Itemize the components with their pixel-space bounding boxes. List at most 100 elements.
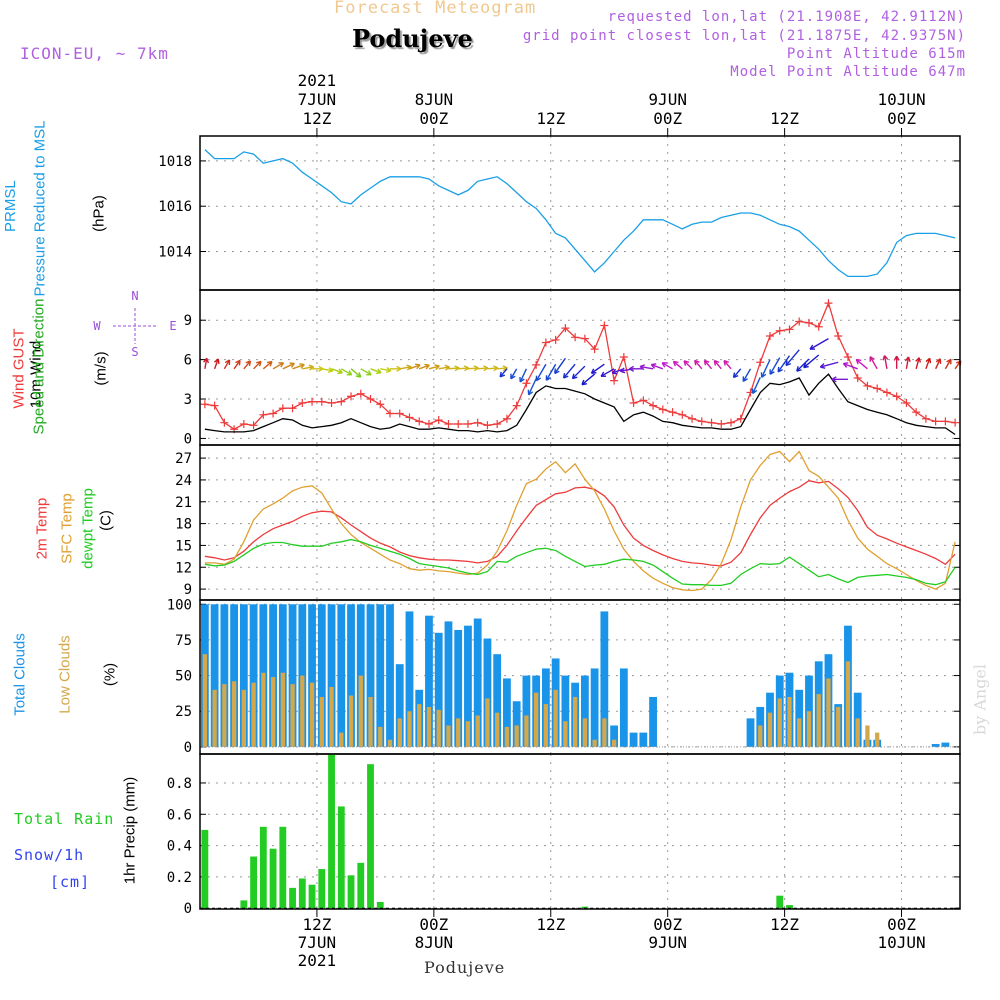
wind-arrow-head <box>760 372 767 378</box>
wind-arrow-head <box>915 357 921 363</box>
wind-arrow <box>855 358 868 370</box>
wind-arrow <box>796 358 810 372</box>
gust-marker <box>454 419 463 428</box>
rain-bar <box>581 906 589 909</box>
top-time-label: 12Z <box>770 109 799 128</box>
rain-bar <box>289 887 296 909</box>
temperature-series-2 <box>204 538 956 587</box>
rain-bar <box>367 764 374 909</box>
ytick-label: 18 <box>175 517 192 533</box>
bottom-time-label: 12Z <box>770 915 799 934</box>
ytick-label: 1014 <box>158 245 192 261</box>
wind-arrow-head <box>831 376 837 383</box>
gust-marker <box>551 335 560 344</box>
wind-arrow <box>497 367 508 370</box>
total-cloud-bar <box>746 718 755 747</box>
wind-arrow <box>409 364 421 370</box>
wind-arrow <box>510 368 518 380</box>
total-cloud-bar <box>288 604 297 747</box>
bottom-time-label: 8JUN <box>415 933 454 952</box>
wind-arrow <box>673 360 683 370</box>
wind-arrow <box>487 367 498 370</box>
wind-arrow-head <box>571 373 578 380</box>
total-cloud-bar <box>503 678 511 747</box>
rain-bar <box>318 869 326 909</box>
ytick-label: 21 <box>175 495 192 511</box>
top-time-label: 9JUN <box>648 90 687 109</box>
wind-arrow-head <box>683 360 690 366</box>
temperature-series-0 <box>204 480 956 567</box>
gust-marker <box>386 409 394 418</box>
low-cloud-bar <box>436 709 441 747</box>
low-cloud-bar <box>534 692 539 747</box>
wind-gust-label: Wind GUST <box>10 328 28 409</box>
gust-marker <box>902 398 911 407</box>
gust-marker <box>649 401 658 410</box>
gust-marker <box>415 417 424 426</box>
gust-marker <box>249 421 258 430</box>
wind-arrow-head <box>415 363 421 370</box>
low-cloud-bar <box>378 726 383 747</box>
total-cloud-bar <box>376 604 385 747</box>
wind-arrow <box>380 368 391 372</box>
wind-arrow <box>438 366 450 370</box>
total-cloud-bar <box>239 604 248 747</box>
total-cloud-bar <box>639 732 648 747</box>
bottom-time-label: 2021 <box>298 951 337 970</box>
precip-unit: 1hr Precip (mm) <box>121 776 139 885</box>
low-cloud-bar <box>348 695 354 747</box>
rain-bar <box>259 826 267 909</box>
panel-wind: 0 3 6 9 <box>184 289 962 447</box>
gust-marker <box>288 404 297 413</box>
gust-marker <box>697 417 706 426</box>
gust-marker <box>317 397 326 406</box>
wind-arrow <box>915 357 920 369</box>
low-cloud-bar <box>553 689 558 747</box>
wind-arrow <box>769 357 781 375</box>
ytick-label: 1018 <box>158 154 192 170</box>
gust-marker <box>278 404 287 413</box>
wind-arrow <box>204 358 208 369</box>
low-cloud-bar <box>485 698 490 747</box>
rain-bar <box>347 875 355 909</box>
wind-arrow <box>752 377 761 394</box>
low-cloud-bar <box>202 654 208 747</box>
pressure-series-0 <box>204 149 956 278</box>
snow-unit-label: [cm] <box>50 873 91 891</box>
top-time-label: 12Z <box>302 109 331 128</box>
wind-arrow-head <box>628 365 635 372</box>
low-cloud-bar <box>797 718 802 747</box>
wind-arrow <box>809 337 829 350</box>
low-cloud-bar <box>212 689 217 747</box>
wind-arrow <box>321 368 333 372</box>
wind-arrow <box>223 359 231 370</box>
wind-series-1 <box>204 373 956 436</box>
ytick-label: 24 <box>175 473 192 489</box>
wind-arrow <box>418 364 430 370</box>
wind-arrow-head <box>299 363 305 369</box>
wind-arrow-head <box>935 358 942 364</box>
bottom-time-label: 12Z <box>302 915 331 934</box>
wind-arrow-head <box>742 376 748 382</box>
wind-arrow <box>399 366 412 370</box>
low-cloud-bar <box>465 721 471 747</box>
wind-arrow-head <box>650 363 657 369</box>
low-cloud-bar <box>231 681 237 747</box>
low-cloud-bar <box>758 725 763 747</box>
total-cloud-bar <box>473 618 482 747</box>
wind-arrow <box>703 359 713 370</box>
wind-arrow-head <box>611 368 618 375</box>
gust-marker <box>366 395 375 404</box>
wind-arrow <box>905 356 910 369</box>
low-cloud-bar <box>806 711 812 747</box>
wind-arrow-head <box>346 370 353 376</box>
ytick-label: 100 <box>167 597 192 613</box>
wind-arrow <box>883 355 888 369</box>
gust-marker <box>580 334 589 343</box>
gust-marker <box>502 414 511 423</box>
gust-marker <box>678 410 687 419</box>
total-cloud-bar <box>347 604 355 747</box>
ytick-label: 9 <box>184 582 192 598</box>
pressure-unit: (hPa) <box>90 195 108 232</box>
compass-cross <box>113 308 157 344</box>
